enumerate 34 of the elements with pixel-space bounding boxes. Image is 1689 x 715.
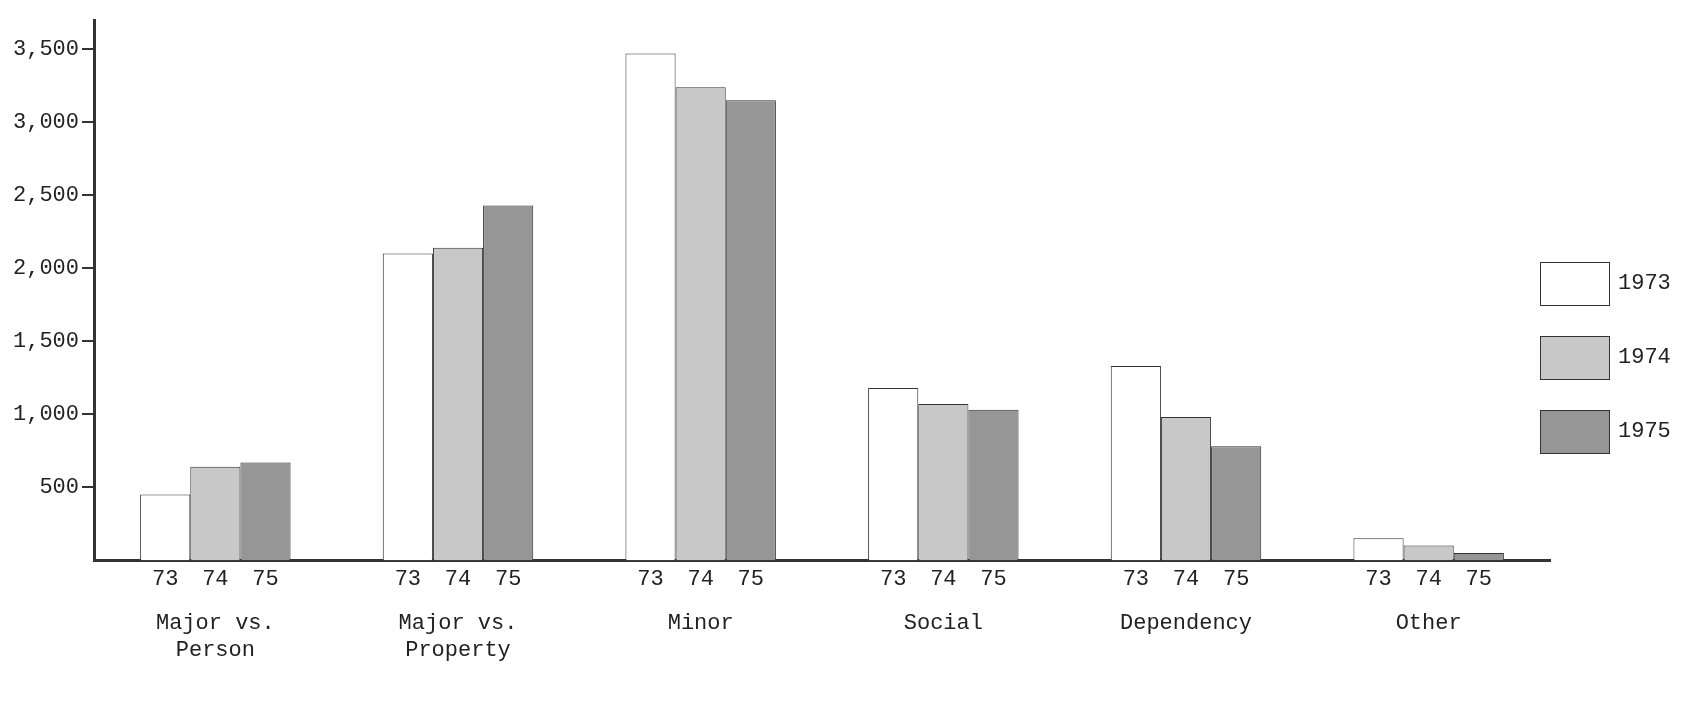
text: 73 bbox=[1122, 567, 1150, 593]
y-tick-label: 3,500 bbox=[13, 37, 80, 63]
text: 75 bbox=[737, 567, 765, 593]
x-tick-label: Major vs. Property bbox=[398, 611, 518, 663]
y-tick-label: 500 bbox=[39, 475, 80, 501]
text: 73 bbox=[1365, 567, 1392, 593]
text: 74 bbox=[444, 567, 472, 593]
x-tick-label: Social bbox=[903, 611, 983, 637]
text: 74 bbox=[1172, 567, 1200, 593]
y-tick-label: 1,500 bbox=[13, 329, 80, 355]
text: 74 bbox=[202, 567, 229, 593]
legend-label: 1974 bbox=[1618, 345, 1671, 370]
text: 74 bbox=[687, 567, 714, 593]
x-tick-label: Major vs. Person bbox=[155, 611, 275, 663]
text: 75 bbox=[1222, 567, 1250, 593]
y-tick-label: 3,000 bbox=[13, 110, 80, 136]
text: 74 bbox=[1415, 567, 1442, 593]
text: 75 bbox=[980, 567, 1007, 593]
text: 75 bbox=[1465, 567, 1493, 593]
legend-label: 1975 bbox=[1618, 419, 1671, 444]
text: 73 bbox=[879, 567, 907, 593]
text: 75 bbox=[252, 567, 279, 593]
text: 73 bbox=[394, 567, 422, 593]
text: 75 bbox=[494, 567, 522, 593]
x-tick-label: Minor bbox=[667, 611, 734, 637]
x-tick-label: Dependency bbox=[1119, 611, 1253, 637]
text: 73 bbox=[151, 567, 179, 593]
text: 74 bbox=[930, 567, 957, 593]
x-tick-label: Other bbox=[1395, 611, 1462, 637]
y-tick-label: 2,500 bbox=[13, 183, 80, 209]
y-tick-label: 2,000 bbox=[13, 256, 80, 282]
text: 1973 bbox=[1618, 271, 1671, 296]
y-tick-label: 1,000 bbox=[13, 402, 80, 428]
text: 73 bbox=[637, 567, 664, 593]
